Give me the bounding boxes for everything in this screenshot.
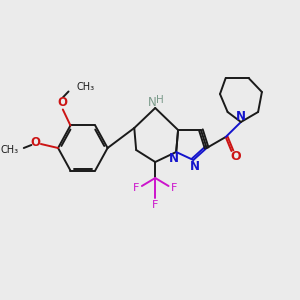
Text: F: F bbox=[152, 200, 158, 210]
Text: CH₃: CH₃ bbox=[76, 82, 94, 92]
Text: CH₃: CH₃ bbox=[1, 145, 19, 155]
Text: N: N bbox=[236, 110, 246, 124]
Text: O: O bbox=[230, 149, 241, 163]
Text: N: N bbox=[169, 152, 179, 166]
Text: H: H bbox=[156, 95, 164, 105]
Text: F: F bbox=[171, 183, 178, 193]
Text: N: N bbox=[148, 97, 157, 110]
Text: F: F bbox=[133, 183, 140, 193]
Text: O: O bbox=[57, 96, 67, 109]
Text: O: O bbox=[30, 136, 40, 148]
Text: N: N bbox=[190, 160, 200, 173]
